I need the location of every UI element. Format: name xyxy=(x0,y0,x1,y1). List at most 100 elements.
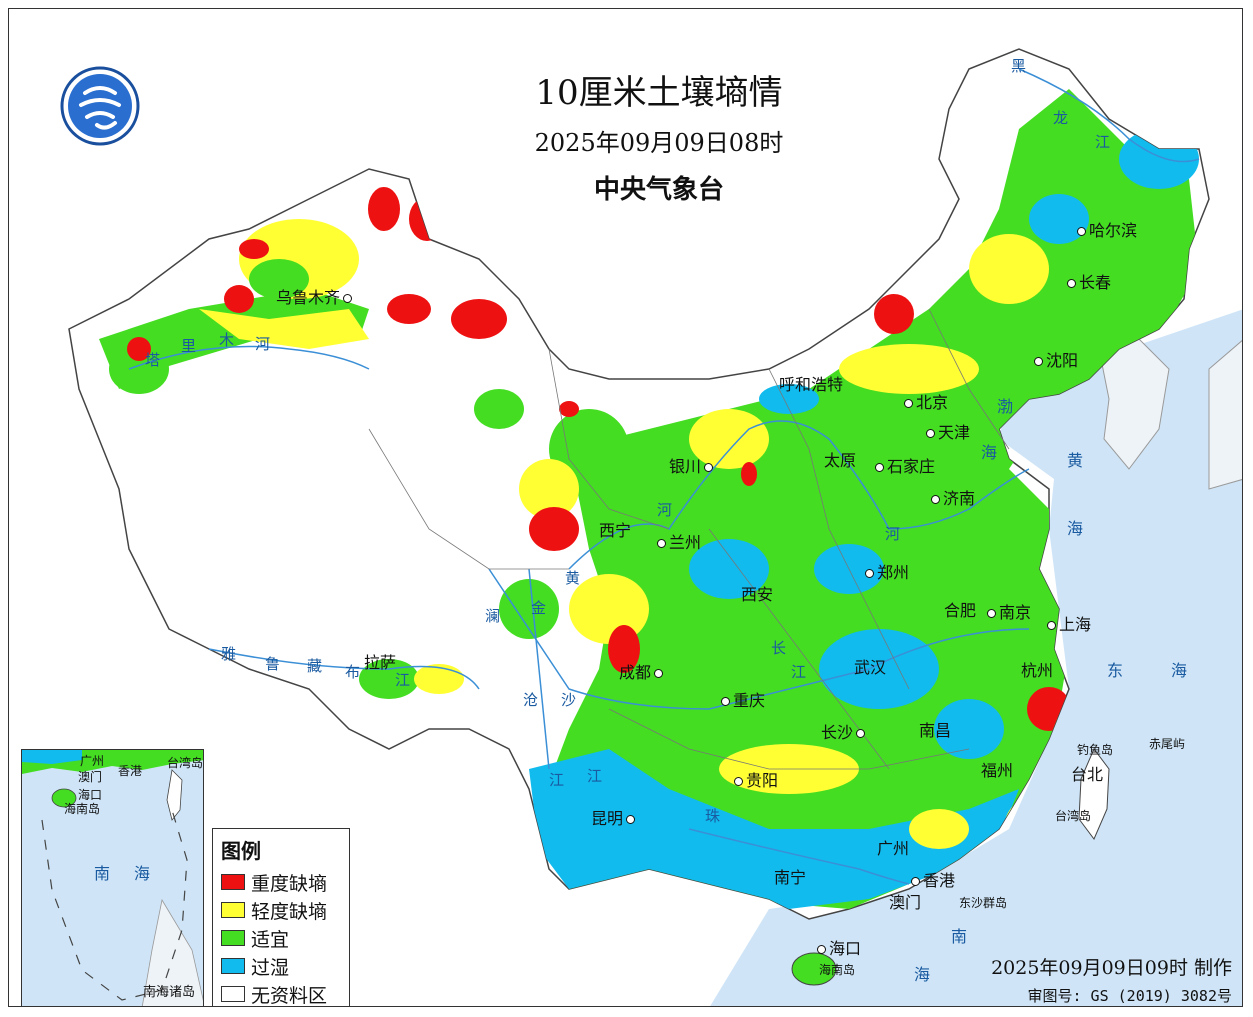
region-suitable-urumqi xyxy=(249,259,309,299)
pearl-river xyxy=(688,828,910,885)
region-wet-south xyxy=(529,749,1019,909)
map-title: 10厘米土壤墒情 xyxy=(535,73,783,113)
region-wet-shaanxi xyxy=(689,539,769,599)
city-chengdu: 成都 xyxy=(619,659,666,683)
city-hefei: 合肥 xyxy=(944,601,977,620)
city-guangzhou: 广州 xyxy=(877,839,910,858)
river-label-jiang-4: 江 xyxy=(791,663,807,681)
inset-label-macau: 澳门 xyxy=(78,770,103,784)
tarim-river xyxy=(128,345,370,370)
legend-item-nodata: 无资料区 xyxy=(221,980,349,1006)
city-changsha: 长沙 xyxy=(821,719,868,743)
region-suitable-tibet-east xyxy=(499,579,559,639)
city-jinan: 济南 xyxy=(931,485,975,509)
city-lhasa: 拉萨 xyxy=(364,653,397,672)
river-label-lan: 澜 xyxy=(485,607,501,625)
sea-east-2: 海 xyxy=(1171,661,1188,680)
city-urumqi: 乌鲁木齐 xyxy=(276,284,355,308)
city-chongqing: 重庆 xyxy=(721,687,765,711)
production-time: 2025年09月09日09时 制作 xyxy=(991,957,1232,979)
legend-swatch-wet xyxy=(221,958,245,974)
korea-peninsula xyxy=(1098,338,1170,470)
city-hongkong: 香港 xyxy=(911,867,955,891)
region-slight-tianshan xyxy=(199,309,369,349)
river-label-he: 河 xyxy=(255,335,271,353)
river-label-jiang: 江 xyxy=(1095,133,1111,151)
river-label-long: 龙 xyxy=(1053,109,1069,127)
region-severe-tacheng xyxy=(239,239,269,259)
legend-item-wet: 过湿 xyxy=(221,952,349,980)
sea-south-1: 南 xyxy=(951,927,968,946)
river-label-jiang-2: 江 xyxy=(395,671,411,689)
region-wet-harbin xyxy=(1029,194,1089,244)
river-label-sha: 沙 xyxy=(561,691,577,709)
sea-area xyxy=(710,309,1242,1006)
region-suitable-qaidam xyxy=(474,389,524,429)
inset-caption: 南海诸岛 xyxy=(142,985,195,1000)
river-label-huang: 黄 xyxy=(565,569,581,587)
river-label-he-2: 河 xyxy=(657,501,673,519)
region-slight-tibet xyxy=(414,664,464,694)
map-agency: 中央气象台 xyxy=(593,175,724,205)
legend-swatch-slight xyxy=(221,902,245,918)
legend-item-severe: 重度缺墒 xyxy=(221,868,349,896)
legend-swatch-suitable xyxy=(221,930,245,946)
map-frame: 10厘米土壤墒情 2025年09月09日08时 中央气象台 哈尔滨 长春 沈阳 … xyxy=(8,8,1243,1007)
city-tianjin: 天津 xyxy=(926,419,970,443)
lancang-river xyxy=(528,568,550,770)
city-shanghai: 上海 xyxy=(1047,611,1091,635)
river-label-jiang-3: 江 xyxy=(549,771,565,789)
island-diaoyu: 钓鱼岛 xyxy=(1077,743,1114,757)
city-changchun: 长春 xyxy=(1067,269,1111,293)
inset-label-taiwan: 台湾岛 xyxy=(167,756,204,770)
heilong-river xyxy=(1018,68,1200,163)
region-suitable-west xyxy=(109,344,169,394)
river-label-zhu: 珠 xyxy=(705,807,721,825)
city-kunming: 昆明 xyxy=(591,805,638,829)
city-haikou: 海口 xyxy=(817,935,861,959)
inset-map xyxy=(22,750,203,1006)
city-fuzhou: 福州 xyxy=(981,761,1014,780)
region-severe-hami xyxy=(451,299,507,339)
sea-bohai-2: 海 xyxy=(981,443,998,462)
river-label-ta: 塔 xyxy=(145,351,161,369)
region-slight-north xyxy=(839,344,979,394)
map-legend: 图例 重度缺墒 轻度缺墒 适宜 过湿 无资料区 xyxy=(212,828,350,1006)
inset-sea-south-1: 南 xyxy=(94,864,111,883)
legend-swatch-nodata xyxy=(221,986,245,1002)
legend-item-suitable: 适宜 xyxy=(221,924,349,952)
inset-label-guangzhou: 广州 xyxy=(80,754,105,768)
city-hangzhou: 杭州 xyxy=(1021,661,1054,680)
city-shenyang: 沈阳 xyxy=(1034,347,1078,371)
map-datetime: 2025年09月09日08时 xyxy=(534,129,784,157)
region-slight-ningxia xyxy=(689,409,769,469)
city-shijiazhuang: 石家庄 xyxy=(875,453,935,477)
region-severe-ili xyxy=(224,285,254,313)
sea-south-2: 海 xyxy=(914,965,931,984)
river-label-chang: 长 xyxy=(771,639,787,657)
city-wuhan: 武汉 xyxy=(854,658,887,677)
inset-label-hainan: 海南岛 xyxy=(64,802,101,816)
river-label-jiang-5: 江 xyxy=(587,767,603,785)
hainan-island xyxy=(791,952,837,986)
city-macau: 澳门 xyxy=(889,893,922,912)
island-hainan: 海南岛 xyxy=(819,963,856,977)
island-taiwan: 台湾岛 xyxy=(1055,809,1092,823)
river-label-mu: 木 xyxy=(219,331,235,349)
sea-east-1: 东 xyxy=(1107,661,1124,680)
city-nanchang: 南昌 xyxy=(919,721,952,740)
island-dongsha: 东沙群岛 xyxy=(959,896,1008,910)
region-wet-yunnan xyxy=(559,789,659,869)
river-label-li: 里 xyxy=(181,337,197,355)
region-slight-qinghai xyxy=(519,459,579,519)
china-soil-moisture-map xyxy=(9,9,1242,1006)
japan-land xyxy=(1208,340,1242,490)
city-nanning: 南宁 xyxy=(774,868,807,887)
river-label-zang: 藏 xyxy=(307,657,323,675)
inset-label-hongkong: 香港 xyxy=(118,764,143,778)
region-severe-qinghai xyxy=(529,507,579,551)
river-label-he-3: 河 xyxy=(885,525,901,543)
region-severe-gansu xyxy=(559,401,579,417)
region-slight-jilin xyxy=(969,234,1049,304)
city-hohhot: 呼和浩特 xyxy=(779,375,844,394)
